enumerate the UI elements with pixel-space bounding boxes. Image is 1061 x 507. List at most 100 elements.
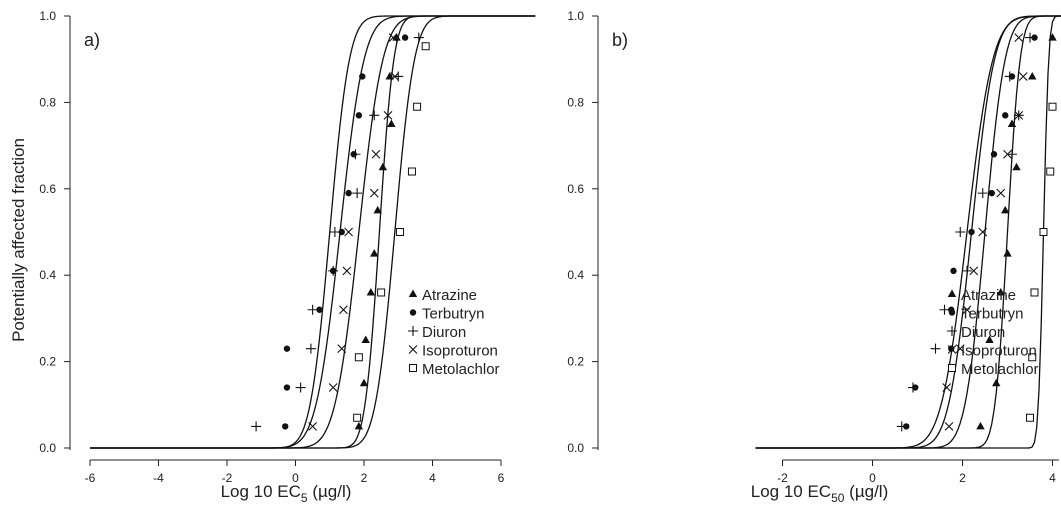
data-point-atrazine — [976, 421, 985, 430]
data-point-diuron — [307, 304, 318, 315]
data-point-isoproturon — [390, 72, 400, 81]
y-tick-label: 0.6 — [39, 182, 56, 196]
y-tick-label: 0.8 — [567, 95, 584, 109]
data-point-isoproturon — [328, 383, 338, 392]
x-axis-label-subscript: 50 — [831, 491, 845, 505]
data-point-isoproturon — [969, 266, 979, 276]
data-point-diuron — [1007, 149, 1017, 160]
legend-marker-diuron — [408, 326, 418, 336]
x-tick-label: 2 — [361, 471, 368, 485]
data-point-diuron — [295, 382, 306, 393]
data-point-isoproturon — [369, 188, 379, 198]
x-tick-label: -2 — [222, 471, 233, 485]
x-axis-label-main: Log 10 EC — [221, 482, 301, 501]
data-point-terbutryn — [1002, 112, 1009, 119]
data-point-diuron — [930, 343, 941, 354]
x-tick-label: -6 — [85, 471, 96, 485]
data-point-isoproturon — [942, 383, 952, 392]
data-point-terbutryn — [355, 112, 363, 119]
legend-label-isoproturon: Isoproturon — [422, 343, 498, 360]
data-point-terbutryn — [282, 423, 289, 430]
data-point-atrazine — [1007, 119, 1017, 127]
data-point-diuron — [977, 188, 988, 199]
legend-label-atrazine: Atrazine — [961, 287, 1016, 304]
data-point-isoproturon — [1018, 72, 1028, 81]
data-point-isoproturon — [1014, 33, 1024, 42]
legend-label-metolachlor: Metolachlor — [422, 361, 500, 378]
y-tick-label: 0.4 — [567, 268, 584, 282]
x-axis-label-main: Log 10 EC — [751, 482, 831, 501]
legend-marker-atrazine — [408, 289, 418, 297]
legend-marker-isoproturon — [947, 345, 957, 354]
fit-curve-terbutryn — [755, 15, 1061, 449]
legend-marker-atrazine — [947, 289, 957, 297]
fit-curve-atrazine — [755, 15, 1061, 449]
x-axis-label-subscript: 5 — [301, 491, 308, 505]
data-point-diuron — [1004, 71, 1015, 82]
data-point-diuron — [908, 382, 918, 393]
panel-label: a) — [84, 30, 100, 50]
data-point-atrazine — [985, 335, 994, 343]
data-point-isoproturon — [955, 344, 965, 354]
legend-marker-diuron — [947, 326, 957, 336]
x-axis-label: Log 10 EC5 (µg/l) — [221, 482, 352, 505]
data-point-isoproturon — [308, 422, 318, 431]
data-point-terbutryn — [401, 34, 409, 41]
data-point-diuron — [352, 188, 363, 199]
data-point-atrazine — [373, 205, 382, 214]
y-tick-label: 0.6 — [567, 182, 584, 196]
y-tick-label: 1.0 — [567, 9, 584, 23]
data-point-metolachlor — [1026, 413, 1034, 422]
data-point-isoproturon — [1014, 110, 1024, 120]
data-point-diuron — [251, 421, 262, 432]
panel-a: 0.0 0.2 0.4 0.6 0.8 1.0 -6 -4 -2 0 2 4 6 a) Log 10 EC5… — [39, 9, 536, 505]
data-point-terbutryn — [988, 189, 995, 197]
data-point-isoproturon — [371, 149, 381, 159]
legend-marker-isoproturon — [408, 345, 418, 354]
x-tick-label: -4 — [153, 471, 164, 485]
panel-label: b) — [612, 30, 628, 50]
fit-curve-metolachlor — [90, 15, 536, 449]
data-point-metolachlor — [395, 228, 404, 236]
y-tick-label: 1.0 — [39, 9, 56, 23]
x-tick-label: 0 — [292, 471, 299, 485]
fit-curve-diuron — [90, 15, 536, 449]
data-point-isoproturon — [944, 422, 954, 431]
data-point-metolachlor — [1048, 102, 1057, 111]
data-point-isoproturon — [996, 188, 1006, 198]
data-point-atrazine — [1012, 162, 1021, 171]
data-point-diuron — [328, 265, 339, 276]
data-point-isoproturon — [342, 266, 352, 276]
data-point-isoproturon — [337, 344, 347, 354]
y-tick-label: 0.2 — [39, 355, 56, 369]
data-point-diuron — [955, 227, 966, 237]
x-axis-label: Log 10 EC50 (µg/l) — [751, 482, 889, 505]
data-point-atrazine — [996, 287, 1005, 296]
x-axis-label-unit: (µg/l) — [308, 482, 352, 501]
data-point-metolachlor — [421, 42, 430, 51]
data-point-atrazine — [370, 249, 379, 257]
data-point-metolachlor — [1028, 353, 1037, 362]
legend-marker-metolachlor — [409, 364, 417, 372]
data-point-atrazine — [1028, 71, 1037, 80]
fit-curve-atrazine — [90, 15, 536, 449]
data-point-atrazine — [378, 162, 388, 171]
data-point-isoproturon — [1003, 149, 1012, 159]
data-point-metolachlor — [407, 167, 416, 176]
data-point-atrazine — [1003, 249, 1012, 257]
data-point-atrazine — [992, 378, 1001, 387]
data-point-metolachlor — [1039, 228, 1048, 236]
data-point-isoproturon — [383, 110, 393, 120]
y-tick-label: 0.0 — [39, 441, 56, 455]
x-tick-label: 4 — [1049, 471, 1056, 485]
legend-label-diuron: Diuron — [422, 324, 466, 341]
data-point-atrazine — [354, 421, 364, 430]
data-point-terbutryn — [316, 306, 323, 313]
fit-curve-isoproturon — [755, 15, 1061, 449]
legend-marker-terbutryn — [409, 309, 417, 316]
data-point-terbutryn — [968, 228, 975, 236]
data-point-terbutryn — [950, 267, 957, 275]
legend-label-terbutryn: Terbutryn — [422, 306, 485, 323]
fit-curve-isoproturon — [90, 15, 536, 449]
